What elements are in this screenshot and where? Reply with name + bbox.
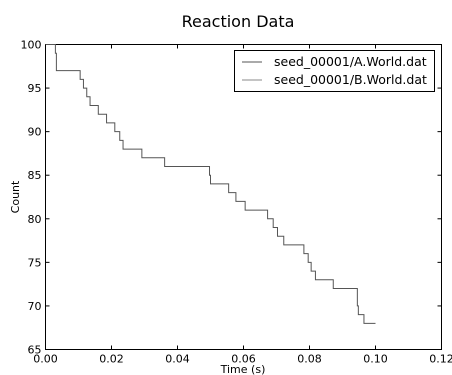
legend: seed_00001/A.World.dat seed_00001/B.Worl… (234, 50, 435, 92)
y-tick-label: 90 (28, 126, 42, 139)
y-tick-label: 85 (28, 169, 42, 182)
y-tick-label: 80 (28, 213, 42, 226)
x-tick-label: 0.10 (363, 353, 388, 366)
axis-tick-labels: 0.00 0.02 0.04 0.06 0.08 0.10 0.12 65 70 75 80 85 90… (21, 39, 452, 366)
x-tick-label: 0.00 (33, 353, 58, 366)
legend-label-a: seed_00001/A.World.dat (274, 54, 427, 69)
x-tick-label: 0.08 (297, 353, 322, 366)
x-tick-label: 0.02 (99, 353, 124, 366)
legend-box (234, 50, 435, 92)
y-tick-label: 75 (28, 256, 42, 269)
y-tick-label: 95 (28, 82, 42, 95)
series-lines (45, 44, 376, 324)
x-tick-label: 0.06 (231, 353, 256, 366)
axis-ticks (45, 44, 442, 350)
y-tick-label: 100 (21, 39, 42, 52)
y-tick-label: 70 (28, 300, 42, 313)
x-tick-label: 0.04 (165, 353, 190, 366)
series-line-0 (45, 44, 376, 324)
y-tick-label: 65 (28, 344, 42, 357)
legend-label-b: seed_00001/B.World.dat (274, 72, 427, 87)
x-axis-label: Time (s) (220, 363, 266, 375)
y-axis-label: Count (9, 180, 22, 213)
chart-title: Reaction Data (182, 12, 295, 31)
x-tick-label: 0.12 (429, 353, 452, 366)
